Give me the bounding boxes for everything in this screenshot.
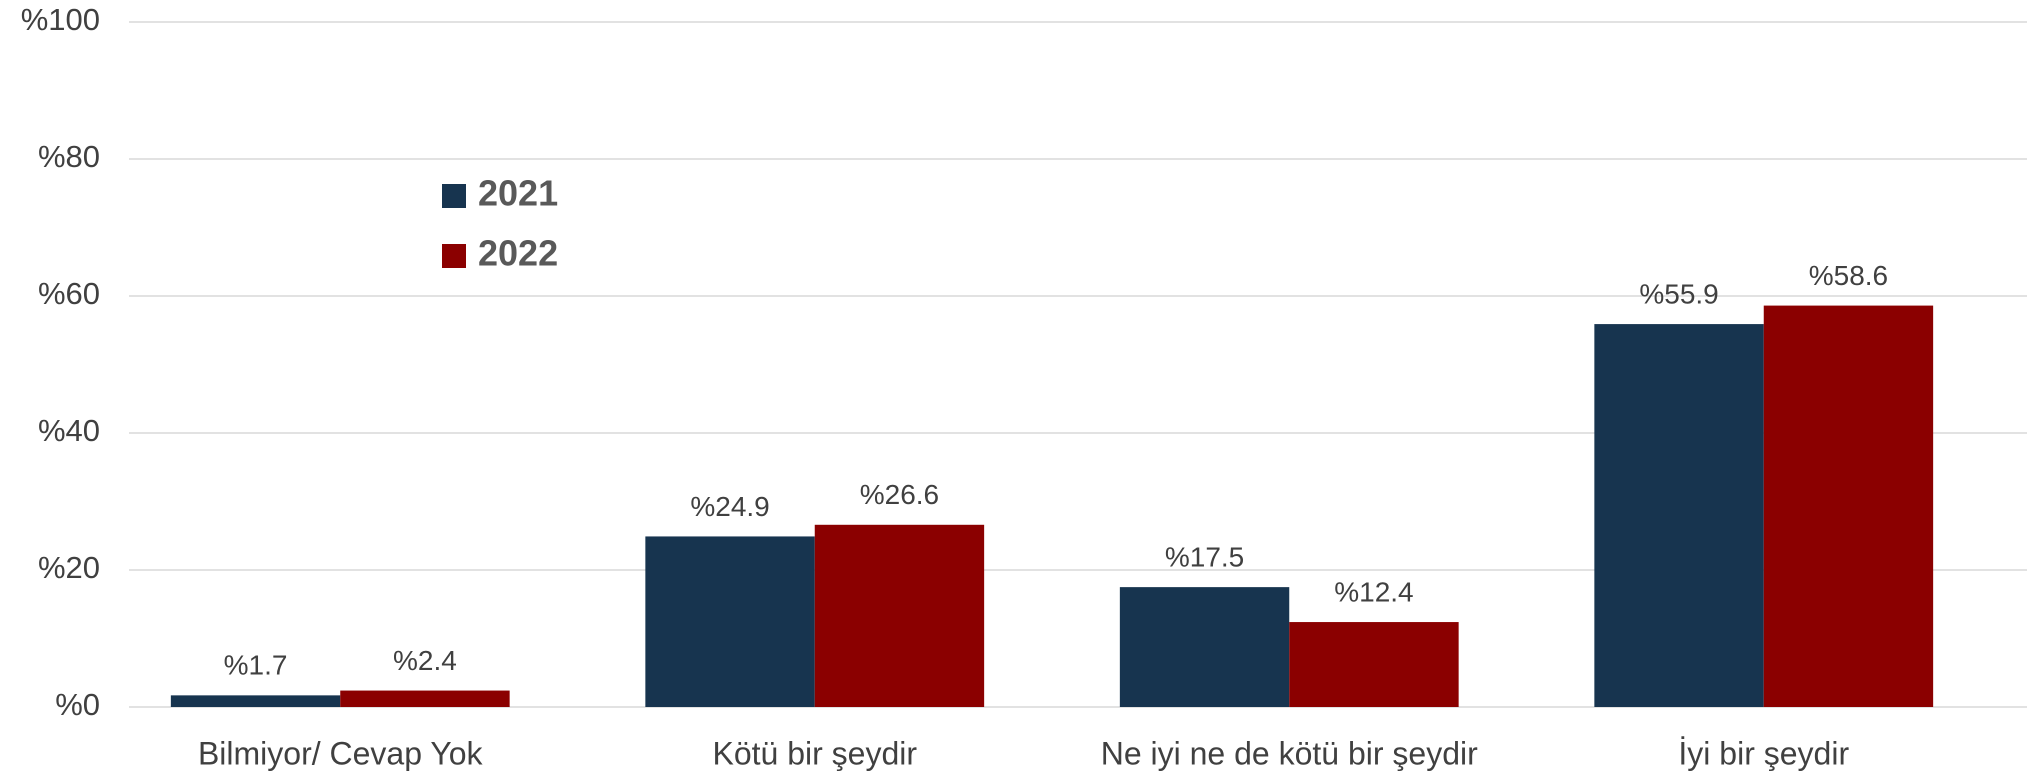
y-tick-label: %60 [38,276,100,311]
value-label: %24.9 [690,491,769,522]
value-label: %55.9 [1639,278,1718,309]
legend-swatch [442,184,466,208]
x-tick-label: Kötü bir şeydir [712,735,917,771]
value-label: %58.6 [1809,260,1888,291]
value-label: %12.4 [1334,576,1413,607]
bar [1119,587,1290,707]
legend-swatch [442,244,466,268]
y-tick-label: %0 [55,687,100,722]
x-tick-label: Ne iyi ne de kötü bir şeydir [1101,735,1478,771]
y-tick-label: %80 [38,139,100,174]
y-tick-label: %20 [38,550,100,585]
bar [170,695,341,707]
legend-label: 2021 [478,173,558,214]
bar [1763,305,1934,707]
value-label: %17.5 [1165,542,1244,573]
bar [645,536,815,707]
value-label: %2.4 [393,645,457,676]
bar [1289,622,1459,707]
bar [340,690,510,707]
bar [814,524,985,707]
y-tick-label: %100 [21,2,100,37]
value-label: %1.7 [224,650,288,681]
x-tick-label: Bilmiyor/ Cevap Yok [198,735,484,771]
y-tick-label: %40 [38,413,100,448]
x-tick-label: İyi bir şeydir [1678,735,1849,771]
bar [1594,324,1764,707]
legend-label: 2022 [478,233,558,274]
value-label: %26.6 [860,479,939,510]
